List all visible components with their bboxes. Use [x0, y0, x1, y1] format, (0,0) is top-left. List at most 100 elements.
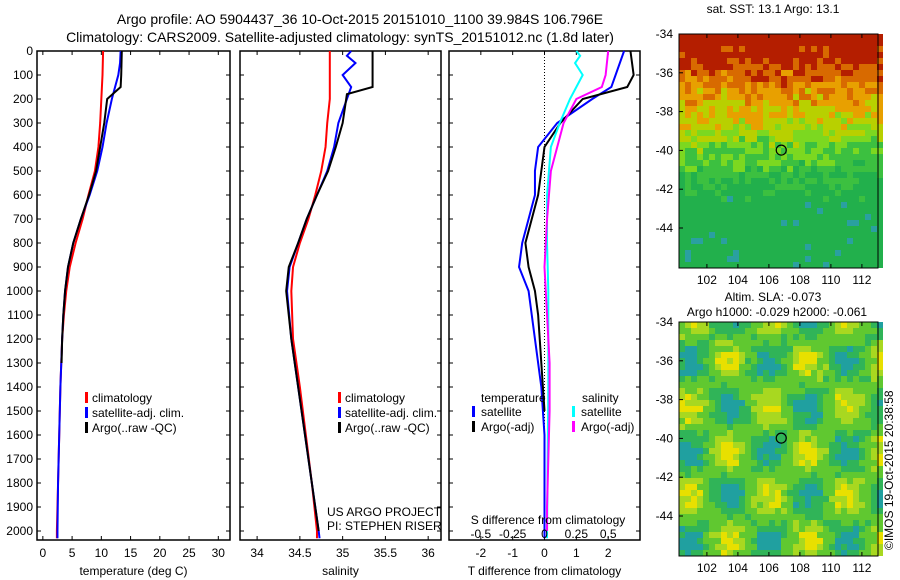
map-cell: [787, 52, 793, 58]
map-cell: [841, 364, 847, 370]
map-cell: [847, 358, 853, 364]
map-cell: [853, 226, 859, 232]
map-cell: [697, 142, 703, 148]
map-cell: [877, 322, 883, 328]
map-cell: [811, 496, 817, 502]
map-cell: [751, 250, 757, 256]
map-cell: [817, 382, 823, 388]
map-cell: [727, 406, 733, 412]
map-cell: [871, 46, 877, 52]
map-cell: [811, 142, 817, 148]
map-cell: [775, 118, 781, 124]
map-cell: [871, 202, 877, 208]
map-cell: [715, 514, 721, 520]
legend-label: climatology: [92, 391, 152, 405]
map-cell: [829, 472, 835, 478]
map-cell: [715, 490, 721, 496]
map-cell: [709, 532, 715, 538]
map-cell: [775, 328, 781, 334]
map-cell: [841, 46, 847, 52]
map-cell: [751, 484, 757, 490]
map-cell: [841, 400, 847, 406]
map-x-tick-label: 108: [790, 273, 810, 287]
map-cell: [847, 544, 853, 550]
map-cell: [793, 64, 799, 70]
y-tick-label: 1800: [6, 476, 33, 490]
map-cell: [793, 454, 799, 460]
map-cell: [703, 466, 709, 472]
map-cell: [763, 232, 769, 238]
map-cell: [769, 364, 775, 370]
map-cell: [835, 514, 841, 520]
map-cell: [841, 550, 847, 556]
map-cell: [691, 514, 697, 520]
map-cell: [871, 370, 877, 376]
map-cell: [709, 106, 715, 112]
map-cell: [685, 190, 691, 196]
map-cell: [745, 250, 751, 256]
map-cell: [745, 508, 751, 514]
map-cell: [793, 418, 799, 424]
map-cell: [781, 88, 787, 94]
map-cell: [811, 520, 817, 526]
map-cell: [829, 214, 835, 220]
map-cell: [799, 382, 805, 388]
y-tick-label: 500: [13, 164, 33, 178]
map-cell: [829, 124, 835, 130]
map-cell: [847, 340, 853, 346]
map-cell: [823, 538, 829, 544]
x-tick-label: 30: [212, 546, 226, 560]
map-cell: [859, 394, 865, 400]
map-cell: [835, 358, 841, 364]
map-cell: [733, 238, 739, 244]
map-cell: [829, 448, 835, 454]
map-cell: [787, 424, 793, 430]
map-cell: [781, 136, 787, 142]
map-cell: [841, 532, 847, 538]
map-cell: [733, 532, 739, 538]
map-cell: [877, 424, 883, 430]
map-cell: [763, 520, 769, 526]
map-cell: [745, 70, 751, 76]
map-cell: [841, 346, 847, 352]
map-cell: [853, 490, 859, 496]
map-cell: [841, 322, 847, 328]
map-cell: [763, 178, 769, 184]
map-cell: [685, 220, 691, 226]
map-cell: [787, 502, 793, 508]
map-cell: [805, 490, 811, 496]
map-cell: [775, 472, 781, 478]
map-cell: [721, 448, 727, 454]
map-cell: [709, 154, 715, 160]
map-cell: [721, 466, 727, 472]
map-cell: [769, 136, 775, 142]
map-cell: [733, 118, 739, 124]
map-cell: [877, 172, 883, 178]
map-cell: [745, 436, 751, 442]
map-cell: [775, 52, 781, 58]
map-cell: [859, 226, 865, 232]
map-cell: [757, 94, 763, 100]
map-cell: [847, 226, 853, 232]
map-cell: [823, 220, 829, 226]
map-cell: [877, 334, 883, 340]
map-cell: [853, 340, 859, 346]
map-cell: [697, 424, 703, 430]
map-cell: [775, 94, 781, 100]
map-cell: [733, 322, 739, 328]
map-cell: [847, 376, 853, 382]
map-cell: [823, 112, 829, 118]
map-cell: [727, 454, 733, 460]
map-cell: [715, 160, 721, 166]
map-cell: [691, 550, 697, 556]
map-cell: [721, 106, 727, 112]
map-cell: [703, 370, 709, 376]
map-cell: [823, 496, 829, 502]
map-cell: [817, 514, 823, 520]
map-cell: [727, 424, 733, 430]
map-cell: [769, 58, 775, 64]
map-cell: [865, 142, 871, 148]
map-cell: [745, 244, 751, 250]
map-cell: [769, 184, 775, 190]
map-cell: [685, 436, 691, 442]
